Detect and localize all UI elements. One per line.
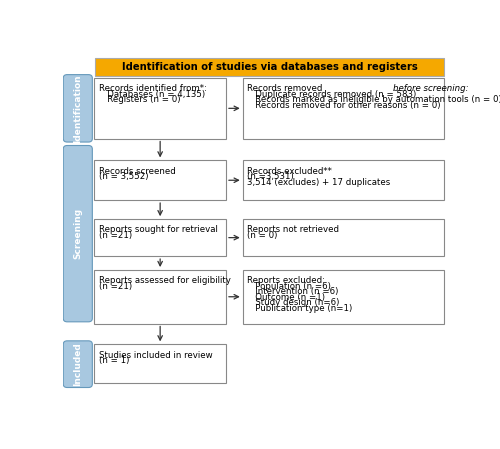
Text: Included: Included [74, 342, 82, 386]
FancyBboxPatch shape [94, 219, 226, 256]
Text: Identification of studies via databases and registers: Identification of studies via databases … [122, 62, 418, 72]
Text: Screening: Screening [74, 208, 82, 259]
Text: (n =21): (n =21) [99, 282, 132, 291]
Text: Records excluded**: Records excluded** [248, 167, 332, 176]
Text: Studies included in review: Studies included in review [99, 351, 212, 360]
Text: Records removed for other reasons (n = 0): Records removed for other reasons (n = 0… [248, 101, 441, 110]
Text: (n =21): (n =21) [99, 231, 132, 240]
Text: Records removed: Records removed [248, 84, 326, 93]
FancyBboxPatch shape [94, 78, 226, 139]
Text: (n =3,531): (n =3,531) [248, 172, 294, 181]
FancyBboxPatch shape [94, 344, 226, 383]
Text: Study design (n=6): Study design (n=6) [248, 298, 340, 307]
FancyBboxPatch shape [242, 270, 444, 324]
Text: (n = 1): (n = 1) [99, 356, 130, 365]
Text: before screening:: before screening: [394, 84, 469, 93]
Text: Databases (n = 4,135): Databases (n = 4,135) [99, 90, 205, 99]
FancyBboxPatch shape [64, 75, 92, 142]
FancyBboxPatch shape [94, 160, 226, 200]
Text: Publication type (n=1): Publication type (n=1) [248, 304, 352, 313]
Text: Reports sought for retrieval: Reports sought for retrieval [99, 225, 218, 234]
Text: Identification: Identification [74, 74, 82, 143]
FancyBboxPatch shape [242, 219, 444, 256]
Text: 3,514 (excludes) + 17 duplicates: 3,514 (excludes) + 17 duplicates [248, 178, 390, 187]
FancyBboxPatch shape [64, 145, 92, 322]
Text: Records marked as ineligible by automation tools (n = 0): Records marked as ineligible by automati… [248, 95, 500, 104]
FancyBboxPatch shape [64, 341, 92, 387]
Text: Registers (n = 0): Registers (n = 0) [99, 95, 180, 104]
Text: (n = 0): (n = 0) [248, 231, 278, 240]
Text: Outcome (n =1): Outcome (n =1) [248, 293, 326, 302]
Text: Records identified from*:: Records identified from*: [99, 84, 207, 93]
Text: Reports excluded:: Reports excluded: [248, 276, 326, 285]
Text: (n = 3,552): (n = 3,552) [99, 172, 148, 181]
Text: Reports assessed for eligibility: Reports assessed for eligibility [99, 276, 231, 285]
Text: Reports not retrieved: Reports not retrieved [248, 225, 340, 234]
FancyBboxPatch shape [94, 270, 226, 324]
Text: Duplicate records removed (n = 583): Duplicate records removed (n = 583) [248, 90, 416, 99]
Text: Intervention (n =6): Intervention (n =6) [248, 287, 338, 296]
FancyBboxPatch shape [96, 58, 444, 76]
Text: Population (n =6): Population (n =6) [248, 282, 331, 291]
Text: Records screened: Records screened [99, 167, 176, 176]
FancyBboxPatch shape [242, 160, 444, 200]
FancyBboxPatch shape [242, 78, 444, 139]
